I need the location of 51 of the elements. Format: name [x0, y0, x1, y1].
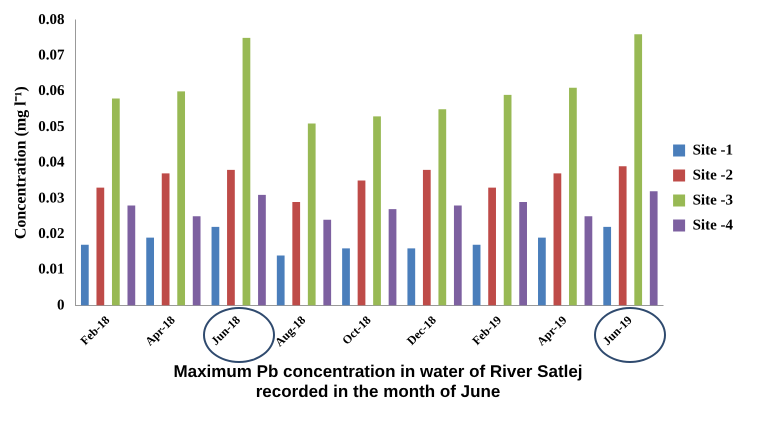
y-tick-label: 0.03	[38, 190, 64, 206]
bar	[276, 255, 285, 306]
bar	[358, 180, 366, 306]
text: Maximum Pb concentration in water of River Satlej recorded in the month of June	[172, 362, 584, 402]
bar	[146, 238, 154, 306]
bar	[258, 194, 266, 306]
legend-label: Site -4	[692, 217, 734, 234]
y-tick-label: 0	[56, 297, 64, 314]
legend-label: Site -3	[692, 192, 734, 208]
bar	[438, 109, 446, 306]
bar	[127, 206, 136, 306]
bar	[192, 216, 201, 306]
bar	[388, 209, 396, 306]
legend-label: Site -2	[692, 167, 734, 184]
y-axis-title: Concentration (mg l⁻¹)	[12, 86, 30, 240]
legend-label: Site -1	[692, 142, 734, 158]
bar	[504, 94, 512, 306]
bar	[212, 226, 220, 306]
bar	[96, 188, 104, 306]
bar	[634, 34, 642, 306]
bar	[112, 98, 120, 306]
y-tick-label: 0.08	[38, 12, 64, 28]
bar	[554, 173, 562, 306]
bar	[538, 238, 546, 306]
y-tick-label: 0.04	[38, 154, 65, 171]
bar	[308, 123, 316, 306]
y-tick-label: 0.07	[38, 48, 65, 64]
bar	[650, 191, 658, 306]
bar	[292, 202, 300, 306]
bar	[323, 220, 332, 306]
bar	[488, 188, 496, 306]
bar	[569, 88, 577, 306]
y-tick-label: 0.05	[38, 118, 64, 135]
bar	[454, 206, 462, 306]
bar	[407, 248, 416, 306]
bar	[227, 170, 235, 306]
bar	[162, 173, 170, 306]
bar	[422, 170, 431, 306]
bar	[80, 244, 89, 306]
bar	[373, 116, 381, 306]
bar	[584, 216, 592, 306]
bar	[242, 38, 250, 306]
bar	[603, 226, 612, 306]
bar	[177, 91, 186, 306]
y-tick-label: 0.01	[38, 262, 64, 278]
y-tick-label: 0.06	[38, 83, 65, 100]
bar	[342, 248, 350, 306]
y-tick-label: 0.02	[38, 226, 64, 242]
bar	[618, 166, 627, 306]
bar	[472, 244, 480, 306]
bar	[519, 202, 527, 306]
